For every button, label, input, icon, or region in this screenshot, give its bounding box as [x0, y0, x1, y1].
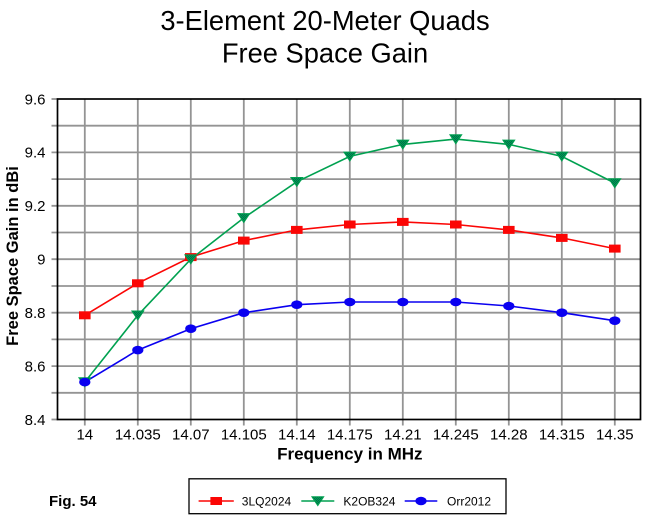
svg-text:14.35: 14.35 [596, 426, 634, 443]
svg-text:14.245: 14.245 [433, 426, 479, 443]
svg-text:14.105: 14.105 [221, 426, 267, 443]
svg-text:3-Element 20-Meter Quads: 3-Element 20-Meter Quads [160, 5, 489, 36]
svg-text:8.8: 8.8 [25, 305, 46, 322]
svg-text:14.175: 14.175 [327, 426, 373, 443]
svg-text:Frequency in MHz: Frequency in MHz [277, 445, 422, 464]
svg-text:14.315: 14.315 [539, 426, 585, 443]
svg-text:14.14: 14.14 [278, 426, 316, 443]
svg-text:Fig. 54: Fig. 54 [49, 493, 97, 510]
svg-text:9: 9 [37, 252, 45, 269]
svg-text:Free Space Gain: Free Space Gain [222, 38, 428, 69]
svg-text:9.4: 9.4 [25, 145, 46, 162]
svg-text:K2OB324: K2OB324 [343, 494, 395, 508]
svg-text:Free Space Gain in dBi: Free Space Gain in dBi [4, 166, 22, 346]
svg-text:14.28: 14.28 [490, 426, 528, 443]
svg-text:14.07: 14.07 [172, 426, 210, 443]
svg-text:9.2: 9.2 [25, 198, 46, 215]
svg-text:3LQ2024: 3LQ2024 [242, 494, 292, 508]
svg-text:9.6: 9.6 [25, 91, 46, 108]
svg-text:14.21: 14.21 [384, 426, 422, 443]
svg-text:8.6: 8.6 [25, 358, 46, 375]
svg-text:8.4: 8.4 [25, 412, 46, 429]
svg-text:14.035: 14.035 [115, 426, 161, 443]
svg-text:Orr2012: Orr2012 [447, 494, 491, 508]
svg-text:14: 14 [76, 426, 93, 443]
